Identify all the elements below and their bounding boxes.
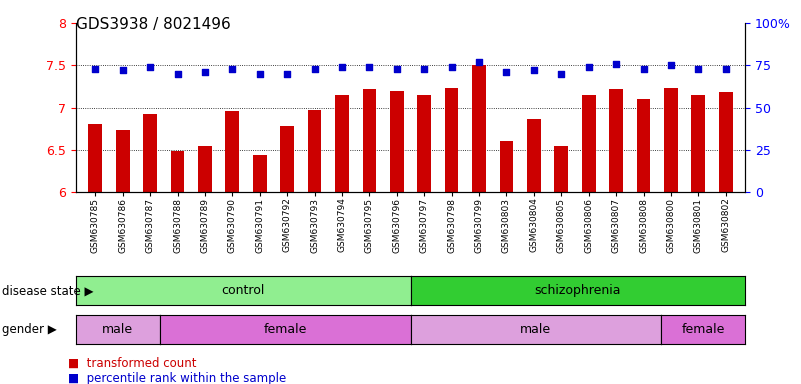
Point xyxy=(610,61,622,67)
Bar xyxy=(363,89,376,192)
Bar xyxy=(472,65,486,192)
Point xyxy=(116,67,129,73)
Bar xyxy=(143,114,157,192)
Text: control: control xyxy=(222,285,265,297)
Text: disease state ▶: disease state ▶ xyxy=(2,285,94,297)
Point xyxy=(418,66,431,72)
Text: GDS3938 / 8021496: GDS3938 / 8021496 xyxy=(76,17,231,32)
Point xyxy=(692,66,705,72)
Point xyxy=(500,69,513,75)
Point xyxy=(281,71,294,77)
Bar xyxy=(308,110,321,192)
Point xyxy=(665,62,678,68)
Text: male: male xyxy=(521,323,551,336)
Point xyxy=(473,59,485,65)
Point xyxy=(445,64,458,70)
Point xyxy=(89,66,102,72)
Point xyxy=(336,64,348,70)
Bar xyxy=(610,89,623,192)
Text: female: female xyxy=(682,323,725,336)
Point xyxy=(527,67,540,73)
Bar xyxy=(226,111,239,192)
Bar xyxy=(390,91,404,192)
Bar xyxy=(88,124,103,192)
Bar xyxy=(445,88,458,192)
Text: schizophrenia: schizophrenia xyxy=(534,285,621,297)
Bar xyxy=(417,95,431,192)
Bar xyxy=(253,155,267,192)
Bar xyxy=(527,119,541,192)
Point xyxy=(143,64,156,70)
Point xyxy=(637,66,650,72)
Point xyxy=(308,66,321,72)
Text: female: female xyxy=(264,323,307,336)
Point xyxy=(199,69,211,75)
Bar xyxy=(718,92,733,192)
Bar xyxy=(500,141,513,192)
Bar xyxy=(280,126,294,192)
Text: ■  transformed count: ■ transformed count xyxy=(68,356,196,369)
Bar xyxy=(198,146,211,192)
Bar xyxy=(116,130,130,192)
Point xyxy=(390,66,403,72)
Point xyxy=(719,66,732,72)
Bar xyxy=(335,95,349,192)
Bar xyxy=(664,88,678,192)
Text: ■  percentile rank within the sample: ■ percentile rank within the sample xyxy=(68,372,286,384)
Point xyxy=(363,64,376,70)
Point xyxy=(555,71,568,77)
Bar xyxy=(171,151,184,192)
Text: gender ▶: gender ▶ xyxy=(2,323,57,336)
Point xyxy=(582,64,595,70)
Bar xyxy=(554,146,568,192)
Point xyxy=(171,71,184,77)
Point xyxy=(226,66,239,72)
Bar xyxy=(637,99,650,192)
Bar xyxy=(582,95,595,192)
Bar xyxy=(691,95,705,192)
Point xyxy=(253,71,266,77)
Text: male: male xyxy=(103,323,134,336)
